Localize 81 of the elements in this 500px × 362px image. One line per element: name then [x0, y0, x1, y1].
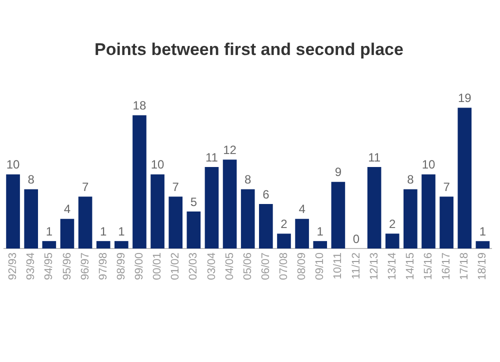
bar — [404, 189, 418, 248]
bar — [60, 218, 74, 248]
x-tick-label: 00/01 — [152, 252, 164, 280]
x-tick-label: 01/02 — [170, 252, 182, 280]
x-tick-label: 02/03 — [188, 252, 200, 280]
bar — [186, 211, 201, 248]
data-label: 10 — [150, 158, 165, 172]
data-label: 2 — [389, 216, 396, 231]
bar — [331, 182, 346, 248]
x-tick-label: 08/09 — [296, 252, 308, 280]
bar — [132, 115, 146, 248]
data-label: 6 — [262, 187, 270, 202]
x-tick-label: 98/99 — [115, 252, 128, 280]
x-tick-label: 05/06 — [242, 252, 254, 280]
data-label: 1 — [46, 224, 53, 238]
x-tick-label: 97/98 — [97, 252, 110, 280]
data-label: 4 — [64, 202, 71, 216]
bar — [6, 174, 20, 248]
data-label: 5 — [190, 194, 198, 209]
data-label: 1 — [316, 224, 324, 238]
x-tick-label: 94/95 — [43, 252, 56, 280]
x-tick-label: 10/11 — [332, 252, 344, 280]
bar — [168, 196, 183, 248]
bar — [222, 160, 237, 248]
data-label: 8 — [28, 172, 35, 187]
data-label: 10 — [422, 158, 436, 172]
bar — [42, 241, 56, 248]
data-label: 12 — [223, 142, 237, 157]
x-tick-label: 11/12 — [350, 252, 362, 280]
bar — [440, 196, 454, 248]
bar — [96, 241, 110, 248]
x-tick-label: 14/15 — [404, 252, 416, 280]
bar — [114, 241, 128, 248]
data-label: 18 — [132, 98, 146, 113]
data-label: 4 — [298, 202, 306, 216]
data-label: 1 — [100, 224, 108, 238]
data-label: 10 — [6, 158, 20, 172]
x-tick-label: 09/10 — [314, 252, 326, 280]
bar — [476, 241, 490, 248]
chart-title: Points between first and second place — [94, 40, 404, 59]
data-label: 8 — [244, 172, 252, 187]
bar — [204, 167, 219, 248]
data-label: 1 — [479, 224, 486, 238]
x-tick-label: 12/13 — [368, 252, 380, 280]
bar — [277, 234, 291, 248]
x-tick-label: 06/07 — [260, 252, 272, 280]
x-tick-label: 03/04 — [206, 252, 218, 280]
bar — [367, 167, 382, 248]
bar — [24, 189, 38, 248]
x-tick-label: 13/14 — [386, 252, 398, 280]
data-label: 11 — [368, 150, 381, 164]
bar — [458, 108, 472, 248]
x-tick-label: 04/05 — [224, 252, 236, 280]
data-label: 1 — [118, 224, 126, 238]
data-label: 0 — [352, 232, 360, 246]
data-label: 11 — [206, 150, 218, 164]
bar — [385, 234, 400, 248]
bar — [150, 174, 164, 248]
data-label: 2 — [280, 216, 288, 231]
x-tick-label: 95/96 — [61, 252, 74, 280]
x-tick-label: 16/17 — [440, 252, 453, 280]
bar — [259, 204, 273, 248]
bar — [313, 241, 328, 248]
bar — [295, 218, 309, 248]
data-label: 7 — [82, 180, 89, 194]
data-label: 19 — [458, 91, 472, 106]
data-label: 8 — [407, 172, 414, 187]
x-tick-label: 18/19 — [476, 252, 489, 280]
x-tick-label: 99/00 — [134, 252, 146, 280]
x-tick-label: 07/08 — [278, 252, 290, 280]
x-tick-label: 15/16 — [422, 252, 435, 280]
bar — [78, 196, 92, 248]
data-label: 7 — [443, 180, 450, 194]
x-tick-label: 96/97 — [79, 252, 92, 280]
x-tick-label: 92/93 — [7, 252, 20, 280]
data-label: 7 — [172, 180, 180, 194]
x-tick-label: 17/18 — [458, 252, 471, 280]
data-label: 9 — [334, 165, 342, 180]
bar — [240, 189, 255, 248]
bar — [422, 174, 436, 248]
x-tick-label: 93/94 — [25, 252, 38, 280]
